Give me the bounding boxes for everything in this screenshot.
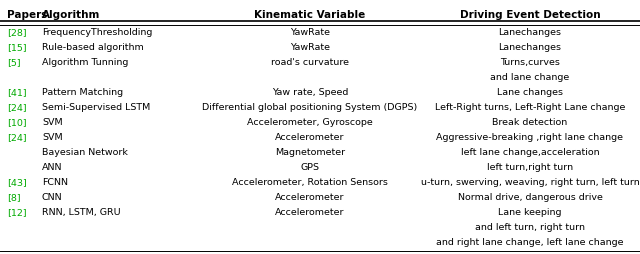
Text: Differential global positioning System (DGPS): Differential global positioning System (… (202, 103, 418, 112)
Text: [41]: [41] (7, 88, 27, 97)
Text: SVM: SVM (42, 118, 63, 126)
Text: ANN: ANN (42, 162, 63, 171)
Text: u-turn, swerving, weaving, right turn, left turn: u-turn, swerving, weaving, right turn, l… (420, 177, 639, 186)
Text: and lane change: and lane change (490, 73, 570, 82)
Text: Accelerometer: Accelerometer (275, 133, 345, 141)
Text: [8]: [8] (7, 192, 20, 201)
Text: CNN: CNN (42, 192, 63, 201)
Text: Driving Event Detection: Driving Event Detection (460, 10, 600, 20)
Text: Kinematic Variable: Kinematic Variable (254, 10, 365, 20)
Text: Lane keeping: Lane keeping (499, 207, 562, 216)
Text: Rule-based algorithm: Rule-based algorithm (42, 43, 144, 52)
Text: [15]: [15] (7, 43, 27, 52)
Text: Semi-Supervised LSTM: Semi-Supervised LSTM (42, 103, 150, 112)
Text: YawRate: YawRate (290, 28, 330, 37)
Text: RNN, LSTM, GRU: RNN, LSTM, GRU (42, 207, 120, 216)
Text: [5]: [5] (7, 58, 20, 67)
Text: Accelerometer: Accelerometer (275, 207, 345, 216)
Text: [24]: [24] (7, 103, 27, 112)
Text: [12]: [12] (7, 207, 27, 216)
Text: Lane changes: Lane changes (497, 88, 563, 97)
Text: Magnetometer: Magnetometer (275, 147, 345, 156)
Text: Lanechanges: Lanechanges (499, 43, 561, 52)
Text: left turn,right turn: left turn,right turn (487, 162, 573, 171)
Text: Aggressive-breaking ,right lane change: Aggressive-breaking ,right lane change (436, 133, 623, 141)
Text: Accelerometer, Rotation Sensors: Accelerometer, Rotation Sensors (232, 177, 388, 186)
Text: and left turn, right turn: and left turn, right turn (475, 222, 585, 231)
Text: Turns,curves: Turns,curves (500, 58, 560, 67)
Text: Left-Right turns, Left-Right Lane change: Left-Right turns, Left-Right Lane change (435, 103, 625, 112)
Text: Normal drive, dangerous drive: Normal drive, dangerous drive (458, 192, 602, 201)
Text: FCNN: FCNN (42, 177, 68, 186)
Text: and right lane change, left lane change: and right lane change, left lane change (436, 237, 624, 246)
Text: [24]: [24] (7, 133, 27, 141)
Text: FrequencyThresholding: FrequencyThresholding (42, 28, 152, 37)
Text: SVM: SVM (42, 133, 63, 141)
Text: [28]: [28] (7, 28, 27, 37)
Text: left lane change,acceleration: left lane change,acceleration (461, 147, 599, 156)
Text: road's curvature: road's curvature (271, 58, 349, 67)
Text: [43]: [43] (7, 177, 27, 186)
Text: YawRate: YawRate (290, 43, 330, 52)
Text: Algorithm: Algorithm (42, 10, 100, 20)
Text: Lanechanges: Lanechanges (499, 28, 561, 37)
Text: Bayesian Network: Bayesian Network (42, 147, 128, 156)
Text: Algorithm Tunning: Algorithm Tunning (42, 58, 129, 67)
Text: Break detection: Break detection (492, 118, 568, 126)
Text: Papers: Papers (7, 10, 47, 20)
Text: Accelerometer, Gyroscope: Accelerometer, Gyroscope (247, 118, 373, 126)
Text: Yaw rate, Speed: Yaw rate, Speed (272, 88, 348, 97)
Text: [10]: [10] (7, 118, 27, 126)
Text: Accelerometer: Accelerometer (275, 192, 345, 201)
Text: GPS: GPS (301, 162, 319, 171)
Text: Pattern Matching: Pattern Matching (42, 88, 123, 97)
